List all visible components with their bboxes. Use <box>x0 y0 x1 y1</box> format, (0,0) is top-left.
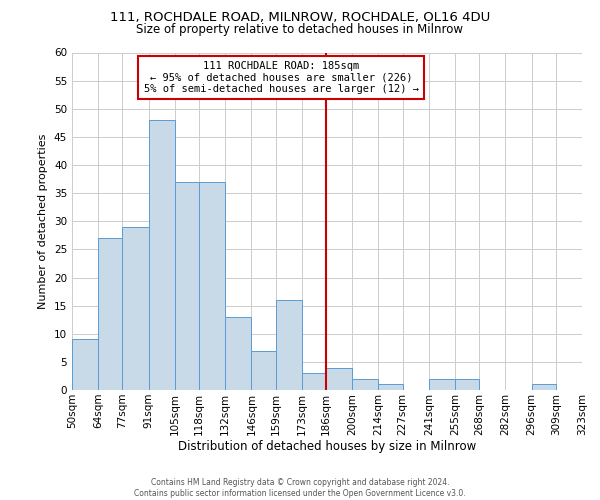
Text: 111 ROCHDALE ROAD: 185sqm
← 95% of detached houses are smaller (226)
5% of semi-: 111 ROCHDALE ROAD: 185sqm ← 95% of detac… <box>143 61 419 94</box>
Bar <box>275 300 302 390</box>
Bar <box>326 368 352 390</box>
Bar <box>302 373 326 390</box>
Bar <box>175 182 199 390</box>
Bar <box>225 317 251 390</box>
X-axis label: Distribution of detached houses by size in Milnrow: Distribution of detached houses by size … <box>178 440 476 454</box>
Bar <box>352 379 379 390</box>
Bar <box>122 227 149 390</box>
Bar <box>455 379 479 390</box>
Text: Contains HM Land Registry data © Crown copyright and database right 2024.
Contai: Contains HM Land Registry data © Crown c… <box>134 478 466 498</box>
Bar <box>429 379 455 390</box>
Bar <box>251 350 275 390</box>
Bar <box>532 384 556 390</box>
Bar <box>98 238 122 390</box>
Y-axis label: Number of detached properties: Number of detached properties <box>38 134 49 309</box>
Text: 111, ROCHDALE ROAD, MILNROW, ROCHDALE, OL16 4DU: 111, ROCHDALE ROAD, MILNROW, ROCHDALE, O… <box>110 11 490 24</box>
Bar <box>379 384 403 390</box>
Bar <box>72 340 98 390</box>
Text: Size of property relative to detached houses in Milnrow: Size of property relative to detached ho… <box>137 22 464 36</box>
Bar <box>199 182 225 390</box>
Bar <box>149 120 175 390</box>
